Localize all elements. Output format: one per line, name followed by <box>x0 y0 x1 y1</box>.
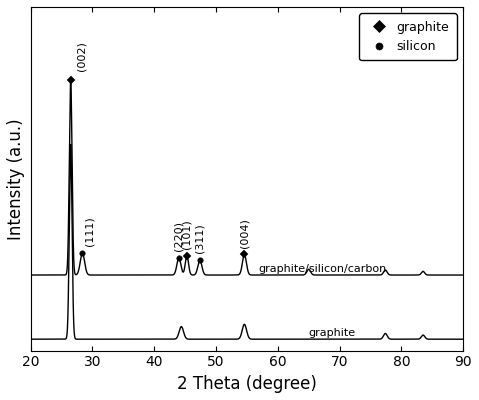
Text: (002): (002) <box>77 41 87 71</box>
Text: (111): (111) <box>85 217 95 246</box>
Text: graphite: graphite <box>308 328 356 338</box>
Text: (311): (311) <box>195 224 205 253</box>
Text: graphite/silicon/carbon: graphite/silicon/carbon <box>258 264 386 274</box>
X-axis label: 2 Theta (degree): 2 Theta (degree) <box>177 375 317 393</box>
Text: (101): (101) <box>182 219 192 249</box>
Legend: graphite, silicon: graphite, silicon <box>359 13 457 60</box>
Y-axis label: Intensity (a.u.): Intensity (a.u.) <box>7 118 25 240</box>
Text: (004): (004) <box>240 218 250 248</box>
Text: (220): (220) <box>174 221 184 251</box>
